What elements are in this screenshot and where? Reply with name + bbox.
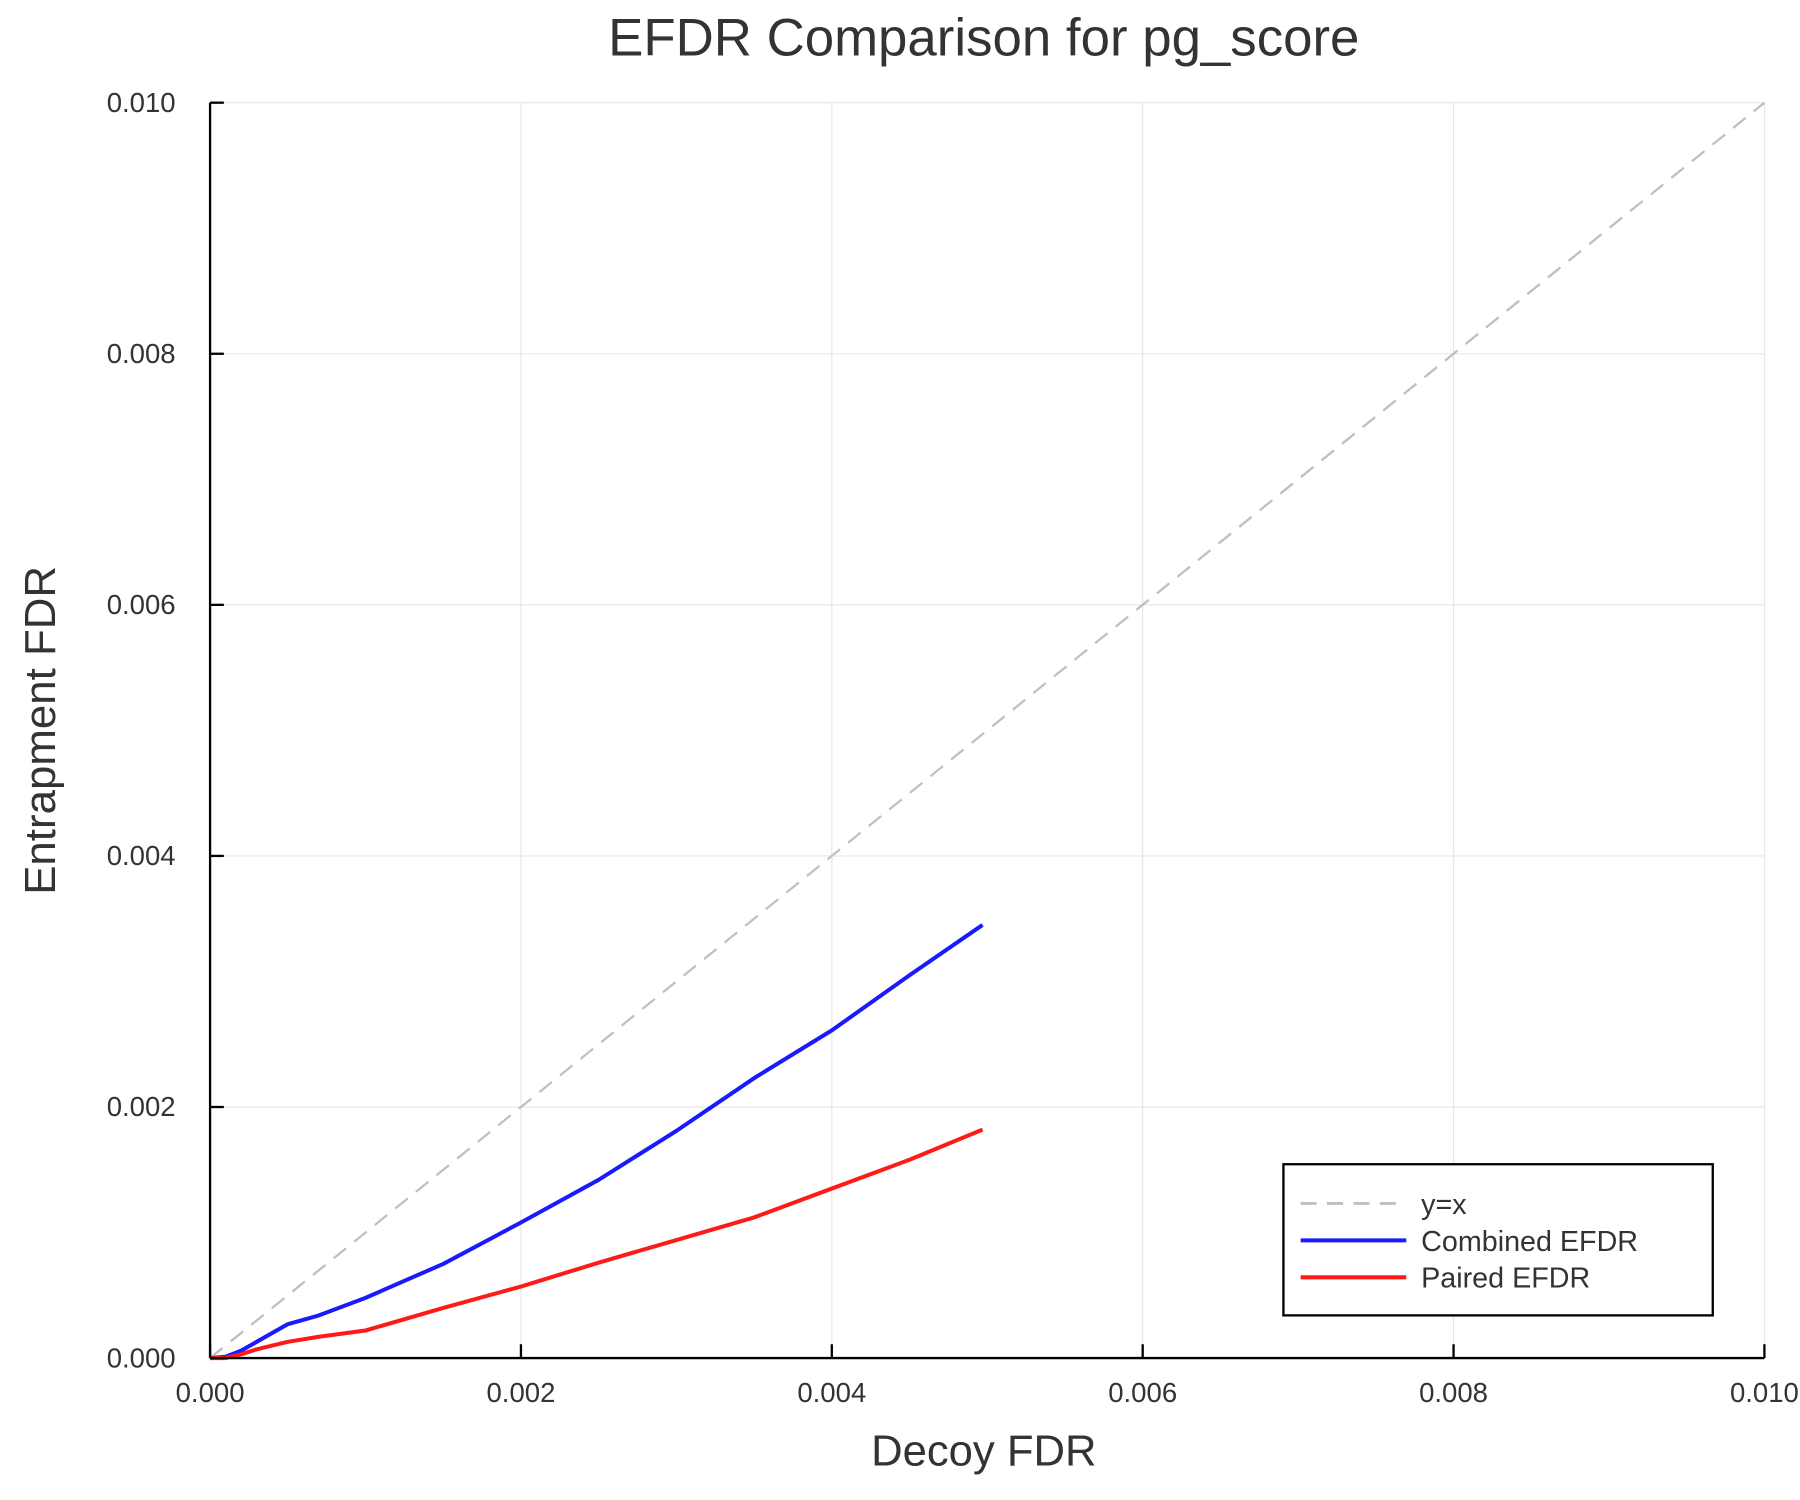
- y-tick-label: 0.002: [107, 1091, 176, 1122]
- legend-label-paired: Paired EFDR: [1421, 1263, 1590, 1295]
- legend-label-combined: Combined EFDR: [1421, 1226, 1638, 1258]
- series-line-y-x: [209, 101, 1766, 1359]
- series-lines: [209, 101, 1766, 1361]
- x-tick-label: 0.002: [486, 1377, 555, 1408]
- y-tick-label: 0.004: [107, 840, 176, 871]
- series-line-paired-efdr: [210, 1127, 984, 1361]
- chart-title: EFDR Comparison for pg_score: [608, 8, 1359, 67]
- legend-label-y-equals-x: y=x: [1421, 1189, 1467, 1221]
- y-axis-label: Entrapment FDR: [16, 566, 65, 895]
- x-axis-label: Decoy FDR: [871, 1426, 1096, 1475]
- y-tick-label: 0.000: [107, 1342, 176, 1373]
- x-tick-label: 0.004: [797, 1377, 866, 1408]
- legend: y=x Combined EFDR Paired EFDR: [1282, 1163, 1714, 1317]
- x-tick-label: 0.000: [176, 1377, 245, 1408]
- y-tick-label: 0.006: [107, 589, 176, 620]
- x-tick-label: 0.008: [1419, 1377, 1488, 1408]
- x-tick-label: 0.006: [1108, 1377, 1177, 1408]
- y-tick-label: 0.010: [107, 87, 176, 118]
- axes: [208, 102, 1765, 1360]
- x-tick-label: 0.010: [1730, 1377, 1799, 1408]
- y-tick-label: 0.008: [107, 338, 176, 369]
- series-line-combined-efdr: [209, 923, 984, 1361]
- ticks: 0.000 0.002 0.004 0.006 0.008 0.010 0.000 0.002…: [107, 87, 1799, 1408]
